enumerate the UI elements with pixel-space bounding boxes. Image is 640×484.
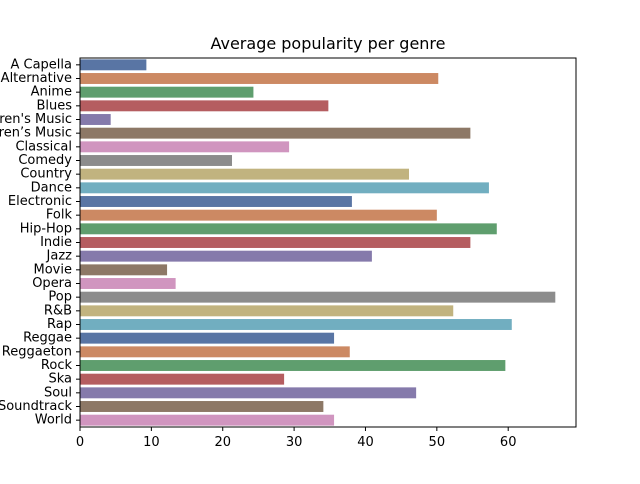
y-tick-label-jazz-14: Jazz: [46, 249, 73, 264]
y-tick-label-world-26: World: [35, 413, 72, 428]
bar-soundtrack-25: [80, 401, 324, 412]
y-tick-label-reggae-20: Reggae: [23, 331, 72, 346]
bar-folk-11: [80, 209, 437, 221]
bar-r-b-18: [80, 305, 454, 317]
x-tick-label-0: 0: [76, 435, 84, 450]
x-tick-label-50: 50: [429, 435, 446, 450]
y-tick-label-soul-24: Soul: [44, 385, 72, 400]
x-tick-label-10: 10: [143, 435, 160, 450]
bar-indie-13: [80, 237, 471, 248]
bar-pop-17: [80, 291, 556, 303]
bar-country-8: [80, 168, 410, 180]
y-tick-label-ska-23: Ska: [48, 372, 72, 387]
y-tick-label-folk-11: Folk: [46, 208, 73, 223]
x-tick-label-20: 20: [214, 435, 231, 450]
y-tick-label-soundtrack-25: Soundtrack: [0, 399, 72, 414]
bar-children-s-music-4: [80, 114, 111, 125]
x-tick-label-60: 60: [500, 435, 517, 450]
bar-blues-3: [80, 100, 329, 112]
bar-movie-15: [80, 264, 168, 276]
y-tick-label-hip-hop-12: Hip-Hop: [20, 221, 72, 236]
bar-dance-9: [80, 182, 489, 194]
y-tick-label-classical-6: Classical: [15, 139, 72, 154]
bar-hip-hop-12: [80, 223, 497, 235]
y-tick-label-electronic-10: Electronic: [8, 194, 72, 209]
bar-alternative-1: [80, 73, 439, 84]
y-tick-label-alternative-1: Alternative: [1, 71, 72, 86]
bar-ska-23: [80, 373, 285, 385]
y-tick-label-movie-15: Movie: [34, 262, 72, 277]
bar-reggae-20: [80, 332, 335, 344]
x-axis: 0 10 20 30 40 50 60: [76, 427, 517, 450]
y-tick-label-opera-16: Opera: [32, 276, 72, 291]
bar-a-capella-0: [80, 59, 147, 71]
y-tick-label-r-b-18: R&B: [44, 303, 72, 318]
bar-opera-16: [80, 278, 176, 289]
y-tick-label-dance-9: Dance: [31, 180, 72, 195]
bar-electronic-10: [80, 196, 352, 207]
y-tick-label-indie-13: Indie: [40, 235, 72, 250]
y-tick-label-children-s-music-4: Children's Music: [0, 112, 72, 127]
x-tick-label-30: 30: [286, 435, 303, 450]
plot-frame: [79, 57, 577, 428]
y-tick-label-rap-19: Rap: [47, 317, 72, 332]
y-tick-label-comedy-7: Comedy: [18, 153, 72, 168]
bar-comedy-7: [80, 155, 233, 166]
bar-anime-2: [80, 86, 254, 98]
bar-world-26: [80, 414, 335, 426]
bar-rap-19: [80, 319, 512, 330]
y-tick-label-a-capella-0: A Capella: [10, 57, 72, 72]
bars-layer: [80, 59, 556, 426]
x-tick-label-40: 40: [357, 435, 374, 450]
y-tick-label-country-8: Country: [20, 167, 72, 182]
y-tick-label-rock-22: Rock: [41, 358, 73, 373]
chart-title: Average popularity per genre: [210, 34, 445, 53]
y-tick-label-blues-3: Blues: [36, 98, 72, 113]
bar-reggaeton-21: [80, 346, 350, 358]
bar-children-s-music-5: [80, 127, 471, 139]
y-tick-label-anime-2: Anime: [31, 85, 72, 100]
bar-jazz-14: [80, 250, 372, 262]
bar-soul-24: [80, 387, 417, 399]
bar-rock-22: [80, 360, 506, 371]
y-tick-label-pop-17: Pop: [48, 290, 72, 305]
y-tick-label-children-s-music-5: Children’s Music: [0, 126, 72, 141]
y-axis: A CapellaAlternativeAnimeBluesChildren's…: [0, 57, 80, 428]
bar-classical-6: [80, 141, 290, 153]
y-tick-label-reggaeton-21: Reggaeton: [2, 344, 72, 359]
